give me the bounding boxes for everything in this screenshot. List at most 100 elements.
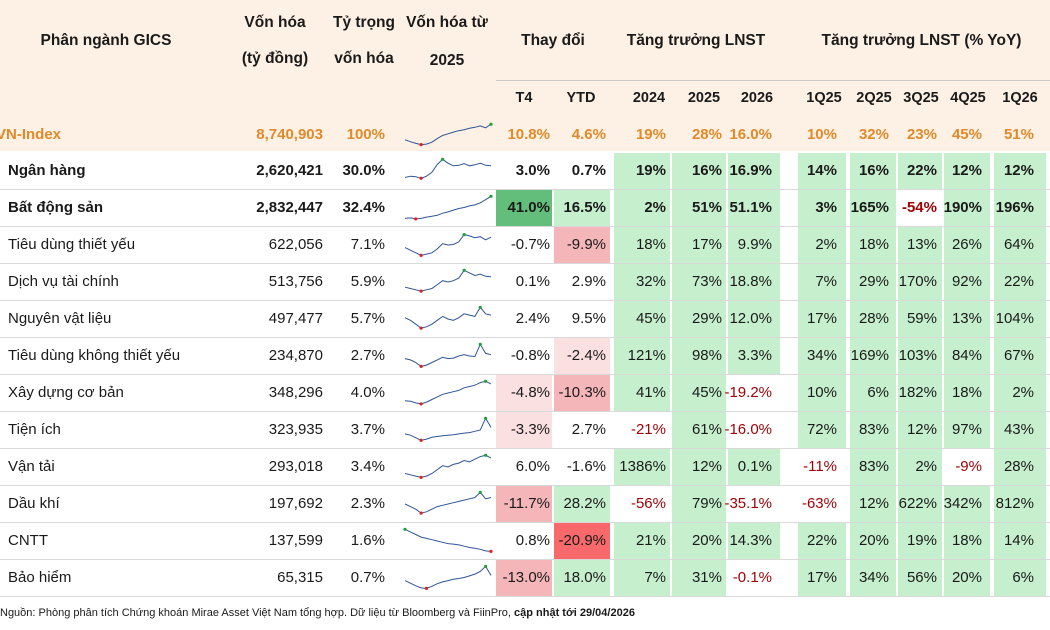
growth-cell <box>614 153 670 189</box>
vnindex-growth-2024: 19% <box>635 126 666 143</box>
sub-3q25: 3Q25 <box>903 90 939 106</box>
growth-cell <box>614 301 670 337</box>
sparkline-max-point <box>478 305 482 309</box>
yoy-value: 19% <box>906 532 937 549</box>
sector-name: Tiện ích <box>8 421 61 438</box>
sparkline-min-point <box>419 511 423 515</box>
change-t4: 41.0% <box>507 199 550 216</box>
yoy-cell <box>798 375 846 411</box>
yoy-value: 104% <box>995 310 1034 327</box>
yoy-cell <box>850 190 896 226</box>
sub-ytd: YTD <box>566 90 596 106</box>
sector-name: Nguyên vật liệu <box>8 310 112 327</box>
yoy-cell <box>850 486 896 522</box>
market-cap: 348,296 <box>268 384 323 401</box>
yoy-cell <box>898 560 942 596</box>
sparkline-path <box>404 269 492 292</box>
sparkline <box>404 157 492 180</box>
yoy-value: 190% <box>943 199 982 216</box>
yoy-value: 6% <box>867 384 889 401</box>
growth-cell <box>728 338 780 374</box>
row-divider <box>0 522 1050 523</box>
vnindex-2q25: 32% <box>858 126 889 143</box>
sparkline <box>404 342 492 368</box>
change-ytd: -20.9% <box>558 532 606 549</box>
change-t4-cell <box>496 375 552 411</box>
yoy-cell <box>798 227 846 263</box>
yoy-cell <box>944 153 990 189</box>
growth-value: 20% <box>691 532 722 549</box>
yoy-cell <box>898 301 942 337</box>
growth-value: 45% <box>635 310 666 327</box>
change-t4-cell <box>496 412 552 448</box>
table-row: Tiện ích 323,935 3.7% -3.3% 2.7% -21% 61% -16.0… <box>0 412 1050 449</box>
change-ytd: 9.5% <box>571 310 606 327</box>
yoy-cell <box>898 264 942 300</box>
cap-weight: 3.7% <box>350 421 385 438</box>
table-row: Bất động sản 2,832,447 32.4% 41.0% 16.5% 2% 51… <box>0 190 1050 227</box>
change-t4-cell <box>496 486 552 522</box>
change-ytd: 18.0% <box>563 569 606 586</box>
growth-value: 9.9% <box>737 236 772 253</box>
table-row: Dầu khí 197,692 2.3% -11.7% 28.2% -56% 79% -35.… <box>0 486 1050 523</box>
yoy-cell <box>944 523 990 559</box>
growth-value: 21% <box>635 532 666 549</box>
yoy-cell <box>898 338 942 374</box>
header-growth-yoy: Tăng trưởng LNST (% YoY) <box>821 32 1022 49</box>
change-ytd-cell <box>554 523 610 559</box>
growth-value: 17% <box>691 236 722 253</box>
yoy-value: -11% <box>803 458 837 475</box>
growth-cell <box>614 375 670 411</box>
footnote-text: Nguồn: Phòng phân tích Chứng khoán Mirae… <box>0 607 514 619</box>
sparkline-max-point <box>489 122 493 126</box>
change-t4: 2.4% <box>515 310 550 327</box>
cap-weight: 7.1% <box>350 236 385 253</box>
yoy-cell <box>798 190 846 226</box>
growth-value: 1386% <box>619 458 666 475</box>
growth-value: -21% <box>630 421 666 438</box>
yoy-cell <box>944 338 990 374</box>
yoy-value: 12% <box>1003 162 1034 179</box>
sparkline <box>404 453 492 479</box>
growth-value: -16.0% <box>724 421 772 438</box>
yoy-cell <box>850 264 896 300</box>
sparkline-path <box>404 491 492 514</box>
sub-2q25: 2Q25 <box>856 90 892 106</box>
yoy-value: 22% <box>906 162 937 179</box>
row-divider <box>0 263 1050 264</box>
growth-value: -19.2% <box>724 384 772 401</box>
header-sector: Phân ngành GICS <box>40 32 172 49</box>
yoy-cell <box>798 412 846 448</box>
sparkline-min-point <box>419 475 423 479</box>
sub-2026: 2026 <box>740 90 774 106</box>
sparkline <box>404 379 492 406</box>
yoy-value: 18% <box>858 236 889 253</box>
sparkline <box>404 564 492 590</box>
sparkline-path <box>404 565 492 589</box>
growth-cell <box>614 560 670 596</box>
sector-name: Xây dựng cơ bản <box>8 384 124 401</box>
yoy-cell <box>798 560 846 596</box>
growth-value: 41% <box>635 384 666 401</box>
change-t4-cell <box>496 190 552 226</box>
yoy-value: 64% <box>1003 236 1034 253</box>
yoy-value: 165% <box>850 199 889 216</box>
growth-value: 61% <box>691 421 722 438</box>
vnindex-name: VN-Index <box>0 126 62 143</box>
yoy-cell <box>944 486 990 522</box>
table-row: Tiêu dùng thiết yếu 622,056 7.1% -0.7% -9.9%… <box>0 227 1050 264</box>
yoy-cell <box>944 375 990 411</box>
sparkline-min-point <box>419 176 423 180</box>
table-header <box>0 0 1050 118</box>
growth-cell <box>672 523 726 559</box>
sub-1q26: 1Q26 <box>1002 90 1038 106</box>
growth-cell <box>728 523 780 559</box>
yoy-value: 59% <box>906 310 937 327</box>
yoy-cell <box>898 412 942 448</box>
sparkline-min-point <box>419 143 423 147</box>
yoy-value: 84% <box>951 347 982 364</box>
cap-weight: 5.7% <box>350 310 385 327</box>
growth-cell <box>672 153 726 189</box>
change-t4: -4.8% <box>510 384 550 401</box>
